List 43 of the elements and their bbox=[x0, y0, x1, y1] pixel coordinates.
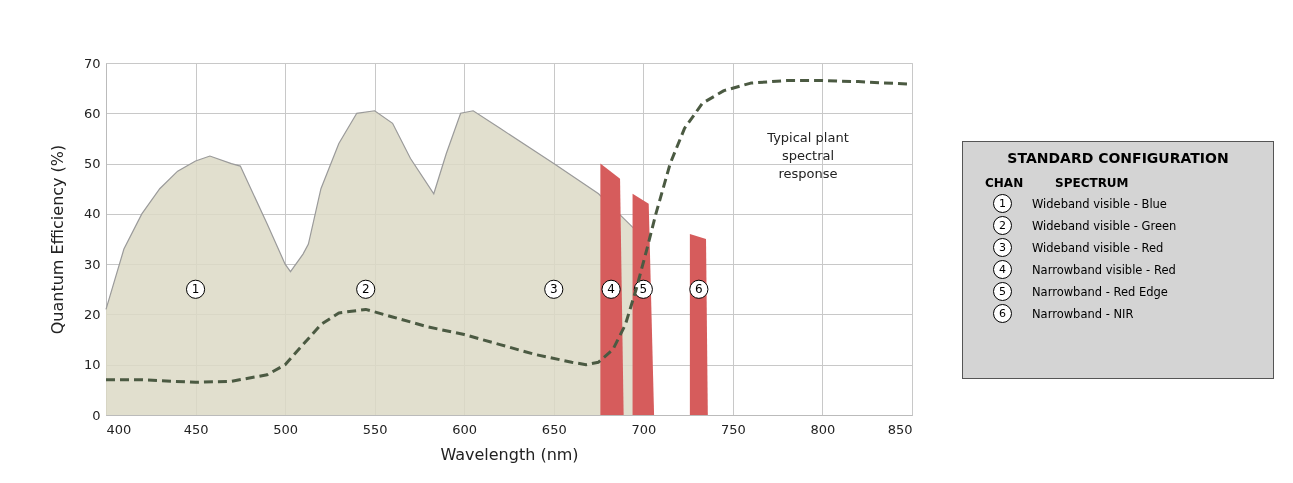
y-tick-label: 30 bbox=[83, 256, 101, 272]
text: CHAN bbox=[985, 176, 1025, 190]
x-tick-label: 850 bbox=[887, 421, 913, 437]
x-tick-label: 550 bbox=[362, 421, 388, 437]
x-tick-label: 400 bbox=[106, 421, 132, 437]
x-tick-label: 600 bbox=[452, 421, 478, 437]
text: STANDARD CONFIGURATION bbox=[1006, 150, 1230, 166]
text: Narrowband visible - Red bbox=[1032, 262, 1176, 277]
text: 4 bbox=[999, 263, 1006, 276]
x-tick-label: 700 bbox=[631, 421, 657, 437]
y-tick-label: 60 bbox=[83, 105, 101, 121]
x-tick-label: 450 bbox=[183, 421, 209, 437]
text: Wideband visible - Green bbox=[1032, 218, 1177, 233]
annotation: 2 bbox=[361, 282, 370, 297]
text: 2 bbox=[999, 219, 1006, 232]
text: 1 bbox=[999, 197, 1006, 210]
text: Narrowband - Red Edge bbox=[1032, 284, 1168, 299]
y-tick-label: 20 bbox=[83, 306, 101, 322]
y-tick-label: 50 bbox=[83, 156, 101, 172]
x-tick-label: 750 bbox=[720, 421, 746, 437]
x-tick-label: 650 bbox=[541, 421, 567, 437]
y-axis-title: Quantum Efficiency (%) bbox=[47, 144, 67, 335]
text: Narrowband - NIR bbox=[1032, 306, 1134, 321]
text: 5 bbox=[999, 285, 1006, 298]
annotation: 4 bbox=[607, 282, 615, 297]
y-tick-label: 40 bbox=[83, 206, 101, 222]
line-series bbox=[104, 79, 910, 384]
text: 6 bbox=[999, 307, 1006, 320]
x-tick-label: 500 bbox=[273, 421, 299, 437]
annotation: 5 bbox=[639, 282, 648, 297]
annotation: 6 bbox=[695, 282, 703, 297]
x-tick-label: 800 bbox=[810, 421, 836, 437]
y-tick-label: 10 bbox=[83, 357, 101, 373]
annotation: 1 bbox=[191, 282, 200, 297]
x-axis-title: Wavelength (nm) bbox=[440, 444, 579, 464]
text: SPECTRUM bbox=[1055, 176, 1129, 190]
annotation: 3 bbox=[549, 282, 558, 297]
text: 3 bbox=[999, 241, 1006, 254]
y-tick-label: 0 bbox=[92, 407, 101, 423]
annotation: Typical plant spectral response bbox=[766, 129, 850, 183]
text: Wideband visible - Blue bbox=[1032, 196, 1167, 211]
text: Wideband visible - Red bbox=[1032, 240, 1164, 255]
y-tick-label: 70 bbox=[83, 55, 101, 71]
